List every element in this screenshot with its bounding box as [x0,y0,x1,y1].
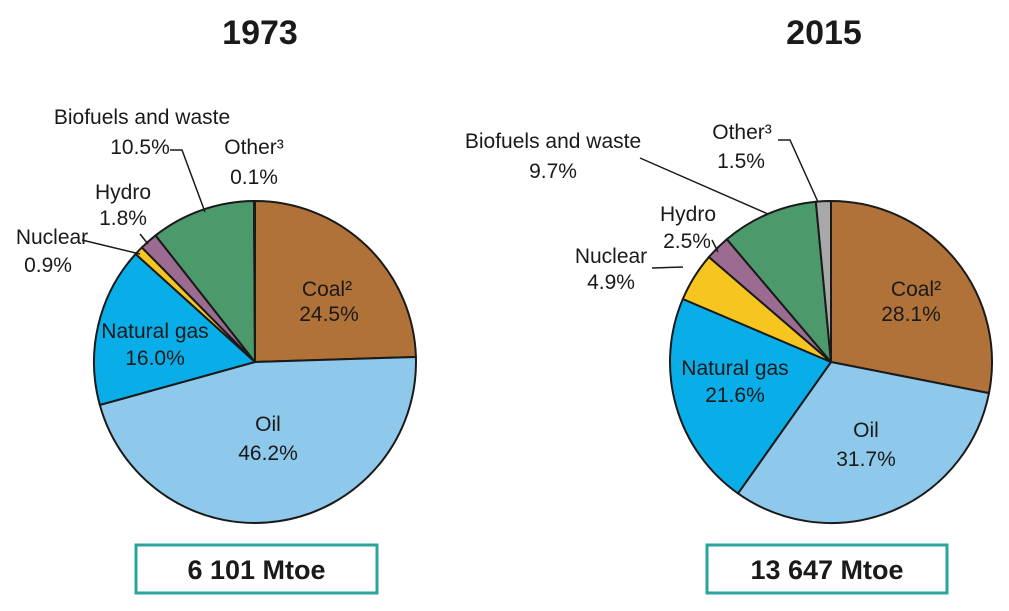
pie-1973-label-other: Other³ [224,136,284,159]
pie-1973-value-hydro: 1.8% [99,207,147,230]
pie-2015-value-biofuels-and-waste: 9.7% [529,160,577,183]
pie-1973-leader-nuclear [81,239,141,255]
pie-2015-value-oil: 31.7% [836,448,896,471]
pie-1973-value-biofuels-and-waste: 10.5% [110,136,170,159]
pie-2015-value-nuclear: 4.9% [587,271,635,294]
pie-1973-value-other: 0.1% [230,166,278,189]
pie-2015-value-hydro: 2.5% [663,230,711,253]
pie-1973-slice-biofuels-and-waste [154,200,256,363]
pie-1973-value-nuclear: 0.9% [24,254,72,277]
pie-2015-value-coal: 28.1% [881,303,941,326]
pie-1973-slice-coal [254,200,417,363]
pie-2015-label-natural-gas: Natural gas [681,357,788,380]
pie-1973-value-coal: 24.5% [299,303,359,326]
pie-2015-slice-other [814,199,832,363]
pie-1973-slice-oil [98,355,417,524]
pie-2015-label-other: Other³ [712,121,772,144]
pie-2015-leader-biofuels-and-waste [639,157,769,215]
pie-2015-label-hydro: Hydro [660,203,716,226]
pie-2015-value-other: 1.5% [717,150,765,173]
pie-2015-value-natural-gas: 21.6% [705,384,765,407]
pie-2015-label-nuclear: Nuclear [575,245,647,268]
pie-1973-label-oil: Oil [255,413,281,436]
pie-1973-label-nuclear: Nuclear [16,226,88,249]
pie-1973-label-natural-gas: Natural gas [101,320,208,343]
pie-1973-total-label: 6 101 Mtoe [187,555,325,585]
pie-2015-label-biofuels-and-waste: Biofuels and waste [465,130,641,153]
pie-1973-slice-other [252,199,256,363]
pie-2015-leader-hydro [711,239,719,253]
pie-2015-label-coal: Coal² [891,278,941,301]
pie-1973-value-natural-gas: 16.0% [125,347,185,370]
pie-2015-title: 2015 [786,14,862,52]
pie-2015-total-label: 13 647 Mtoe [750,555,903,585]
pie-2015-slice-oil [737,361,990,524]
pie-2015-slice-biofuels-and-waste [725,200,832,363]
pie-1973-label-coal: Coal² [302,278,352,301]
pie-1973-leader-biofuels-and-waste [170,149,206,213]
pie-2015-leader-other [778,139,819,203]
pie-1973-label-biofuels-and-waste: Biofuels and waste [54,106,230,129]
pie-2015-slice-coal [830,200,994,395]
pie-1973-label-hydro: Hydro [95,181,151,204]
pie-2015-slice-natural-gas [669,297,832,495]
pie-1973-title: 1973 [222,14,298,52]
pie-2015-leader-nuclear [651,266,684,269]
pie-1973-value-oil: 46.2% [238,442,298,465]
pie-2015-total-box [705,543,949,595]
pie-1973-total-box [134,543,379,595]
pie-1973-leader-hydro [139,233,149,245]
pie-2015-label-oil: Oil [853,419,879,442]
pie-1973-slice-natural-gas [93,253,256,406]
